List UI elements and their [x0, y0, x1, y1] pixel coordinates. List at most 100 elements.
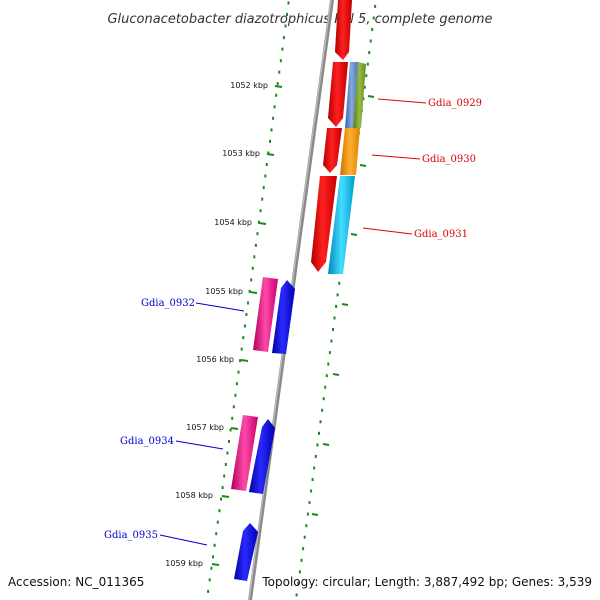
- leader-gdia-0935: [159, 534, 208, 546]
- track-dot: [287, 1, 290, 5]
- feature-olive[interactable]: [353, 62, 366, 128]
- scale-ticks: [211, 85, 375, 566]
- track-dot: [362, 97, 365, 101]
- track-dot: [256, 232, 259, 236]
- gene-arrow-gdia-0931[interactable]: [311, 176, 337, 272]
- gene-label-gdia-0931[interactable]: Gdia_0931: [414, 229, 468, 240]
- leader-gdia-0930: [371, 154, 421, 160]
- leader-gdia-0932: [195, 302, 245, 312]
- track-dot: [303, 535, 306, 539]
- gene-label-gdia-0929[interactable]: Gdia_0929: [428, 98, 482, 109]
- right-dash: [350, 233, 358, 236]
- gene-arrow-blue-2[interactable]: [249, 419, 275, 494]
- track-dot: [278, 70, 281, 74]
- track-dot: [279, 59, 282, 63]
- track-dot: [335, 304, 338, 308]
- track-dot: [282, 36, 285, 40]
- gene-label-gdia-0934[interactable]: Gdia_0934: [120, 436, 174, 447]
- track-dot: [254, 243, 257, 247]
- right-dash: [311, 513, 319, 516]
- track-dot: [311, 478, 314, 481]
- track-dot: [338, 281, 341, 285]
- track-dot: [270, 128, 273, 132]
- track-dot: [269, 139, 271, 143]
- right-dash: [359, 164, 367, 167]
- topology-text: Topology: circular; Length: 3,887,492 bp…: [261, 575, 592, 589]
- track-dot: [327, 362, 330, 366]
- tick-labels: 1052 kbp 1053 kbp 1054 kbp 1055 kbp 1056…: [165, 81, 268, 568]
- gene-labels: Gdia_0929 Gdia_0930 Gdia_0931 Gdia_0932 …: [104, 98, 482, 541]
- track-dot: [295, 593, 298, 597]
- track-dot: [223, 474, 226, 478]
- track-dot: [234, 393, 237, 397]
- track-dot: [251, 266, 254, 270]
- track-dot: [318, 431, 320, 435]
- feature-track: [328, 62, 366, 274]
- gene-arrow-gdia-0930[interactable]: [323, 128, 342, 173]
- gene-arrow-gdia-0935[interactable]: [234, 523, 258, 581]
- forward-strand-genes: [231, 277, 295, 581]
- track-dot: [310, 489, 313, 493]
- feature-steel[interactable]: [345, 62, 358, 128]
- track-dot: [259, 209, 262, 213]
- tick-label: 1055 kbp: [205, 287, 243, 296]
- track-dot: [213, 543, 216, 547]
- track-dot: [232, 405, 235, 409]
- tick-label: 1059 kbp: [165, 559, 203, 568]
- leader-gdia-0929: [377, 98, 427, 104]
- map-title: Gluconacetobacter diazotrophicus PAl 5, …: [107, 12, 492, 27]
- track-dot: [372, 16, 375, 20]
- track-dot: [250, 278, 253, 282]
- track-dot: [239, 359, 242, 363]
- track-dot: [226, 451, 229, 455]
- track-dot: [333, 316, 336, 320]
- tick-mark-1053: [266, 153, 275, 156]
- track-dot: [267, 151, 270, 155]
- gene-arrow-red[interactable]: [335, 0, 352, 60]
- track-dot: [284, 24, 287, 28]
- track-dot: [220, 497, 222, 501]
- track-dot: [314, 454, 317, 458]
- feature-orange[interactable]: [340, 128, 360, 175]
- track-dot: [245, 313, 248, 316]
- gene-arrow-blue-1[interactable]: [272, 280, 295, 354]
- leader-gdia-0934: [175, 440, 224, 450]
- track-dot: [264, 174, 267, 178]
- track-dot: [253, 255, 256, 259]
- track-dot: [286, 13, 288, 16]
- track-dot: [319, 420, 322, 424]
- gene-label-gdia-0932[interactable]: Gdia_0932: [141, 298, 195, 309]
- tick-mark-1055: [249, 291, 258, 294]
- gene-pink-gdia-0934[interactable]: [231, 415, 258, 491]
- track-dot: [240, 347, 243, 351]
- track-dot: [281, 47, 284, 51]
- gene-label-gdia-0935[interactable]: Gdia_0935: [104, 530, 158, 541]
- gene-pink-gdia-0932[interactable]: [253, 277, 278, 352]
- track-dot: [368, 51, 371, 55]
- track-dot: [231, 416, 234, 420]
- track-dot: [366, 62, 369, 66]
- leader-gdia-0931: [362, 227, 413, 235]
- track-dot: [298, 570, 301, 574]
- track-dot: [365, 74, 368, 78]
- track-dot: [330, 339, 333, 343]
- track-dot: [265, 163, 268, 166]
- track-dot: [261, 197, 264, 201]
- track-dot: [242, 336, 245, 340]
- track-dot: [210, 566, 213, 570]
- track-dot: [229, 428, 232, 432]
- gene-label-gdia-0930[interactable]: Gdia_0930: [422, 154, 476, 165]
- feature-cyan[interactable]: [328, 176, 355, 274]
- gene-arrow-gdia-0929[interactable]: [328, 62, 348, 127]
- track-dot: [207, 589, 210, 593]
- track-dot: [306, 512, 309, 516]
- track-dot: [218, 509, 221, 513]
- left-dotted-track: [207, 1, 290, 593]
- track-dot: [224, 463, 227, 466]
- track-dot: [313, 466, 316, 470]
- track-dot: [275, 93, 278, 97]
- track-dot: [243, 324, 246, 328]
- tick-mark-1054: [258, 222, 267, 225]
- track-dot: [272, 116, 275, 120]
